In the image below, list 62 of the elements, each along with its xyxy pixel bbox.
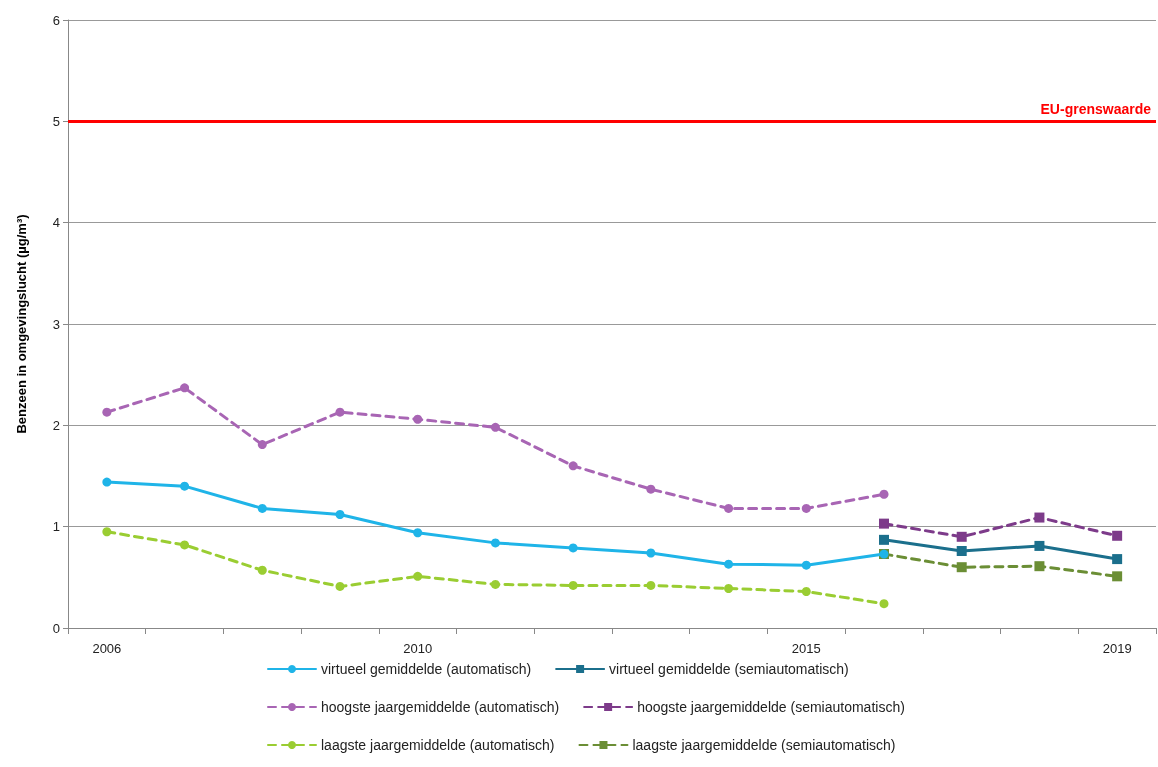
point — [257, 440, 267, 450]
point — [646, 548, 656, 558]
x-tick-label: 2006 — [92, 641, 122, 656]
point — [335, 407, 345, 417]
point — [568, 461, 578, 471]
point — [956, 531, 967, 542]
point — [490, 422, 500, 432]
point — [1112, 571, 1123, 582]
x-tick-label: 2015 — [791, 641, 821, 656]
point — [801, 560, 811, 570]
x-tick-label: 2019 — [1102, 641, 1132, 656]
y-tick-label: 5 — [52, 113, 60, 129]
point — [801, 503, 811, 513]
point — [1034, 512, 1045, 523]
point — [879, 489, 889, 499]
point — [490, 538, 500, 548]
point — [879, 534, 889, 545]
point — [180, 481, 190, 491]
legend-label: laagste jaargemiddelde (semiautomatisch) — [632, 737, 896, 753]
legend-label: virtueel gemiddelde (semiautomatisch) — [609, 661, 849, 677]
point — [724, 583, 734, 593]
point — [180, 540, 190, 550]
point — [335, 581, 345, 591]
point — [568, 543, 578, 553]
point — [257, 565, 267, 575]
point — [956, 545, 967, 556]
y-tick-label: 4 — [52, 215, 60, 231]
legend-label: hoogste jaargemiddelde (semiautomatisch) — [637, 699, 905, 715]
y-tick-label: 6 — [52, 12, 60, 28]
y-tick-label: 2 — [52, 417, 60, 433]
point — [956, 562, 967, 573]
y-tick-label: 1 — [52, 519, 60, 535]
legend-label: virtueel gemiddelde (automatisch) — [321, 661, 532, 677]
point — [413, 414, 423, 424]
y-tick-label: 3 — [52, 316, 60, 332]
point — [879, 599, 889, 609]
y-axis-title: Benzeen in omgevingslucht (µg/m³) — [14, 214, 29, 434]
point — [413, 528, 423, 538]
point — [413, 571, 423, 581]
point — [568, 580, 578, 590]
point — [1112, 530, 1123, 541]
point — [879, 518, 889, 529]
x-tick-label: 2010 — [403, 641, 433, 656]
point — [180, 383, 190, 393]
legend-label: laagste jaargemiddelde (automatisch) — [321, 737, 555, 753]
point — [646, 484, 656, 494]
point — [102, 477, 112, 487]
point — [490, 579, 500, 589]
point — [1112, 554, 1123, 565]
y-tick-label: 0 — [52, 620, 60, 636]
point — [1034, 561, 1045, 572]
point — [102, 407, 112, 417]
point — [1034, 540, 1045, 551]
point — [257, 503, 267, 513]
point — [335, 510, 345, 519]
point — [102, 527, 112, 537]
point — [801, 587, 811, 597]
point — [646, 580, 656, 590]
point — [724, 559, 734, 569]
legend-label: hoogste jaargemiddelde (automatisch) — [321, 699, 560, 715]
point — [724, 503, 734, 513]
ref-line-label: EU-grenswaarde — [1040, 101, 1152, 118]
